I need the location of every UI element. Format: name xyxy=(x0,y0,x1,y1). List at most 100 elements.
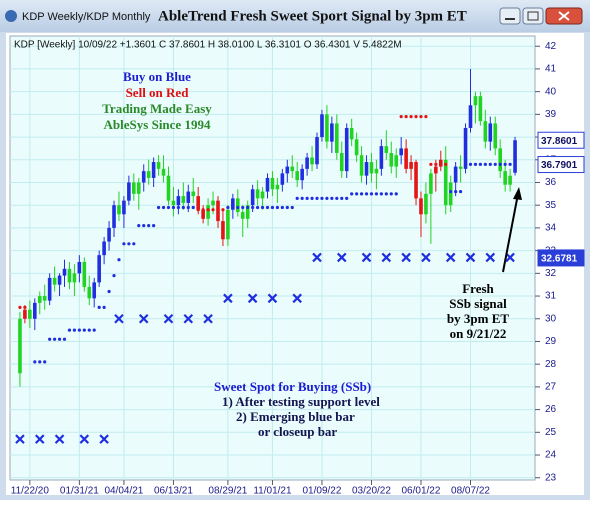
legend-note: Buy on Blue xyxy=(123,69,191,84)
candle-body xyxy=(453,166,458,183)
candle-body xyxy=(161,168,166,176)
ssb-mark xyxy=(292,293,302,304)
price-label: 36.7901 xyxy=(541,160,578,171)
candle-body xyxy=(429,173,433,194)
ssb-mark xyxy=(465,252,476,263)
ssb-note: 1) After testing support level xyxy=(222,394,380,409)
candle-body xyxy=(290,166,295,172)
candle-body xyxy=(112,205,116,228)
y-tick-label: 34 xyxy=(545,223,557,234)
buy-stop-dot xyxy=(181,205,185,210)
ssb-mark xyxy=(114,313,124,324)
candle-body xyxy=(394,155,399,167)
candle-body xyxy=(201,209,205,219)
y-tick-label: 28 xyxy=(545,359,557,370)
buy-stop-dot xyxy=(483,162,487,166)
candle-body xyxy=(211,200,215,206)
legend-note: Sell on Red xyxy=(126,85,190,100)
sell-stop-dot xyxy=(399,115,403,119)
buy-stop-dot xyxy=(359,192,364,196)
candle-body xyxy=(255,189,260,199)
fresh-note: on 9/21/22 xyxy=(450,326,507,341)
buy-stop-dot xyxy=(468,162,473,166)
candle-body xyxy=(344,127,349,172)
buy-stop-dot xyxy=(290,205,294,210)
window-title: AbleTrend Fresh Sweet Sport Signal by 3p… xyxy=(158,8,467,24)
candle-body xyxy=(379,146,384,169)
buy-stop-dot xyxy=(394,192,398,196)
x-tick-label: 06/13/21 xyxy=(154,486,193,497)
y-tick-label: 30 xyxy=(545,313,557,324)
candle-body xyxy=(305,157,309,169)
buy-stop-dot xyxy=(156,205,161,210)
sell-stop-dot xyxy=(414,115,418,119)
sell-stop-dot xyxy=(18,305,22,309)
price-label-box xyxy=(537,156,585,174)
candle-body xyxy=(508,175,512,185)
buy-stop-dot xyxy=(355,192,359,196)
ssb-mark xyxy=(361,252,372,263)
minimize-button[interactable] xyxy=(499,7,521,25)
maximize-button[interactable] xyxy=(522,7,544,25)
tab-label[interactable]: KDP Weekly/KDP Monthly xyxy=(22,11,151,23)
buy-stop-dot xyxy=(246,205,250,210)
candle-body xyxy=(419,198,423,215)
candle-body xyxy=(240,212,245,219)
price-label-box xyxy=(537,249,585,267)
ssb-mark xyxy=(247,293,258,304)
price-label-box xyxy=(537,131,585,149)
y-tick-label: 42 xyxy=(545,41,557,52)
candle-body xyxy=(473,96,478,106)
buy-stop-dot xyxy=(67,328,72,332)
candle-body xyxy=(117,205,121,215)
buy-stop-dot xyxy=(305,196,309,200)
sell-stop-dot xyxy=(211,208,215,212)
buy-stop-dot xyxy=(171,205,176,210)
buy-stop-dot xyxy=(310,196,314,200)
buy-stop-dot xyxy=(43,360,47,364)
buy-stop-dot xyxy=(369,192,374,196)
buy-stop-dot xyxy=(379,192,383,196)
ssb-mark xyxy=(401,252,411,263)
candle-body xyxy=(339,152,344,172)
buy-stop-dot xyxy=(364,192,369,196)
info-line: KDP [Weekly] 10/09/22 +1.3601 C 37.8601 … xyxy=(14,40,402,51)
candle-body xyxy=(503,171,507,185)
ssb-mark xyxy=(34,434,45,444)
y-tick-label: 40 xyxy=(545,86,557,97)
y-tick-label: 35 xyxy=(545,200,557,211)
buy-stop-dot xyxy=(493,162,497,166)
buy-stop-dot xyxy=(147,224,151,228)
ssb-mark xyxy=(421,252,431,263)
candle-body xyxy=(47,277,52,301)
candle-body xyxy=(364,162,369,176)
title-bar xyxy=(0,0,590,32)
candle-body xyxy=(265,177,270,192)
candle-body xyxy=(171,200,176,206)
candle-body xyxy=(77,261,82,274)
ssb-note: 2) Emerging blue bar xyxy=(236,409,355,424)
ssb-mark xyxy=(138,313,149,324)
buy-stop-dot xyxy=(315,196,319,200)
buy-stop-dot xyxy=(320,196,324,200)
candle-body xyxy=(176,196,181,206)
candle-body xyxy=(37,296,42,303)
x-tick-label: 01/31/21 xyxy=(60,486,99,497)
buy-stop-dot xyxy=(127,242,131,246)
fresh-note: Fresh xyxy=(462,281,494,296)
ssb-mark xyxy=(99,434,109,444)
y-tick-label: 23 xyxy=(545,472,557,483)
sell-stop-dot xyxy=(409,115,413,119)
buy-stop-dot xyxy=(473,162,478,166)
candle-body xyxy=(67,268,72,283)
buy-stop-dot xyxy=(137,224,141,228)
buy-stop-dot xyxy=(112,274,116,278)
sell-stop-dot xyxy=(206,208,210,212)
x-tick-label: 08/29/21 xyxy=(208,486,247,497)
candle-body xyxy=(245,205,250,219)
buy-stop-dot xyxy=(53,337,57,341)
candle-body xyxy=(488,123,493,142)
candle-body xyxy=(57,275,62,285)
buy-stop-dot xyxy=(508,162,512,166)
candle-body xyxy=(330,123,334,142)
